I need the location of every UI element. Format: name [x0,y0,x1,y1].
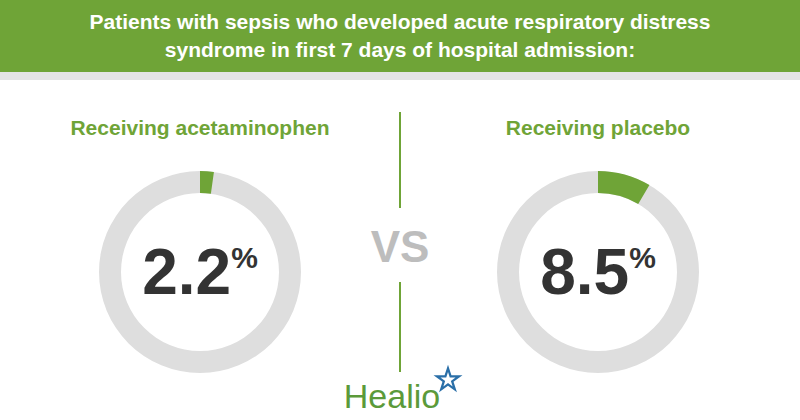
donut-track [497,171,699,373]
header-stripe [0,72,800,80]
logo-star [434,365,463,393]
donut-track [99,171,301,373]
donut: 2.2% [99,171,301,373]
value-unit: % [629,241,656,274]
header-band [0,0,800,72]
logo-text: Healio [344,377,440,415]
divider [399,282,401,372]
logo-star-inner [440,372,455,386]
donut: 8.5% [497,171,699,373]
value-unit: % [231,241,258,274]
value-number: 8.5 [540,236,629,308]
title: Patients with sepsis who developed acute… [90,10,711,61]
value-label: 8.5% [540,236,656,308]
value-number: 2.2 [142,236,231,308]
category-label: Receiving acetaminophen [70,116,329,139]
divider [399,112,401,208]
title-line: syndrome in first 7 days of hospital adm… [165,38,635,61]
donut-segment [200,171,214,194]
donut-segment [598,171,649,204]
category-label: Receiving placebo [506,116,690,139]
title-line: Patients with sepsis who developed acute… [90,10,711,33]
value-label: 2.2% [142,236,258,308]
chart: Patients with sepsis who developed acute… [0,0,800,420]
vs-label: VS [371,222,430,271]
